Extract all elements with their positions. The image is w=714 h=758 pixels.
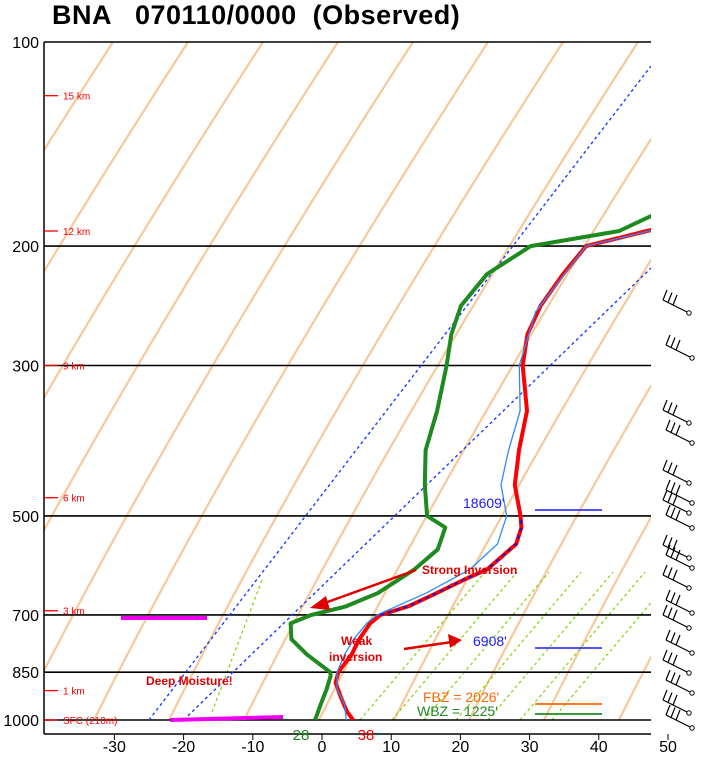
mixing-ratio-line (423, 571, 550, 720)
surface-temperature-label: 38 (358, 727, 375, 744)
inversion-highlight (380, 515, 523, 616)
moisture-bottom-marker (169, 715, 284, 722)
freezing-level-label: 18609' (463, 495, 505, 511)
wind-barb (662, 564, 692, 591)
x-tick-label: 0 (318, 739, 327, 756)
height-marker-label: 6 km (63, 494, 85, 505)
dry-adiabat-line (44, 42, 265, 400)
surface-dewpoint-label: 28 (293, 727, 310, 744)
x-tick-label: 20 (452, 739, 470, 756)
wind-barb (665, 629, 695, 656)
isotherm-minus20c (183, 267, 651, 720)
wind-barb (665, 669, 695, 696)
height-markers: 15 km 12 km 9 km 6 km 3 km 1 km SFC (210m) (44, 92, 117, 727)
dry-adiabat-line (44, 42, 190, 274)
wind-barb (662, 399, 692, 426)
mixing-ratio-line (487, 571, 614, 720)
wind-barb (665, 419, 695, 446)
arrowhead-strong-inversion (310, 596, 330, 610)
arrow-strong-inversion (321, 568, 417, 606)
freezing-level-label: 6908' (473, 633, 507, 649)
dry-adiabat-line (543, 515, 651, 720)
dry-adiabat-line (393, 257, 651, 720)
annotation-strong-inversion: Strong Inversion (422, 563, 517, 577)
dry-adiabat-line (93, 42, 490, 720)
mixing-ratio-line (551, 601, 651, 720)
fbz-label: FBZ = 2026' (423, 689, 499, 705)
pressure-tick-label: 200 (12, 239, 39, 256)
dewpoint-profile (288, 213, 651, 720)
wind-barb (662, 604, 692, 631)
height-marker-label: 1 km (63, 687, 85, 698)
wind-barb (662, 649, 692, 676)
dry-adiabat-line (168, 42, 565, 720)
pressure-tick-label: 850 (12, 665, 39, 682)
wind-barb (662, 534, 692, 561)
height-marker-label: 9 km (63, 361, 85, 372)
x-tick-label: -30 (103, 739, 126, 756)
wind-barb (662, 489, 692, 516)
dry-adiabat-line (44, 42, 415, 674)
plot-frame (43, 42, 651, 735)
height-marker-label: 12 km (63, 227, 90, 238)
dry-adiabats (44, 2, 714, 720)
isobar-lines (44, 41, 651, 721)
virtual-temperature-profile (336, 229, 651, 720)
mixing-ratio-line (391, 571, 518, 720)
wind-barb (665, 334, 695, 361)
isotherm-0c (148, 65, 651, 720)
sounding-profiles (288, 213, 651, 720)
dry-adiabat-line (44, 42, 115, 153)
chart-title: BNA 070110/0000 (Observed) (52, 0, 461, 30)
pressure-tick-label: 700 (12, 608, 39, 625)
pressure-tick-label: 1000 (3, 713, 39, 730)
mixing-ratio-line (519, 571, 646, 720)
freezing-isotherms (148, 65, 651, 720)
annotation-deep-moisture: Deep Moisture! (146, 674, 233, 688)
level-markers: 18609' 6908' FBZ = 2026'WBZ = 1225' 28 38 (293, 495, 602, 744)
height-marker-label: 3 km (63, 607, 85, 618)
wind-barb (665, 479, 695, 506)
arrow-weak-inversion (403, 640, 453, 651)
axis-ticks: 100 200 300 500 700 850 1000 -30 -20 -10 0 10 20 30 40… (3, 35, 677, 756)
temperature-profile (333, 227, 651, 720)
wind-barb (665, 544, 695, 571)
wind-barb (662, 459, 692, 486)
annotations: Strong Inversion Weak inversion Deep Moistu… (121, 563, 517, 722)
wind-barb (665, 504, 695, 531)
mixing-ratio-line (455, 571, 582, 720)
dry-adiabat-line (44, 42, 340, 533)
pressure-tick-label: 500 (12, 509, 39, 526)
arrowhead-weak-inversion (448, 634, 462, 648)
annotation-inversion: inversion (329, 650, 382, 664)
pressure-tick-label: 100 (12, 35, 39, 52)
dry-adiabat-line (318, 136, 651, 720)
dry-adiabat-line (694, 2, 714, 720)
annotation-weak: Weak (341, 634, 372, 648)
height-marker-label: SFC (210m) (63, 716, 117, 727)
wind-barb (662, 689, 692, 716)
height-marker-label: 15 km (63, 92, 90, 103)
x-tick-label: 40 (590, 739, 608, 756)
x-tick-label: -10 (241, 739, 264, 756)
wind-barb (665, 589, 695, 616)
dry-adiabat-line (243, 42, 640, 720)
mixing-ratio-line (211, 579, 263, 713)
wind-barb (665, 704, 695, 731)
wind-barb (662, 289, 692, 316)
x-tick-label: 10 (382, 739, 400, 756)
x-tick-label: 30 (521, 739, 539, 756)
wind-barbs (662, 289, 695, 731)
dry-adiabat-line (618, 654, 651, 720)
x-tick-label: -20 (172, 739, 195, 756)
dry-adiabat-line (468, 383, 651, 720)
pressure-tick-label: 300 (12, 358, 39, 375)
x-tick-label: 50 (659, 739, 677, 756)
wbz-label: WBZ = 1225' (417, 703, 498, 719)
